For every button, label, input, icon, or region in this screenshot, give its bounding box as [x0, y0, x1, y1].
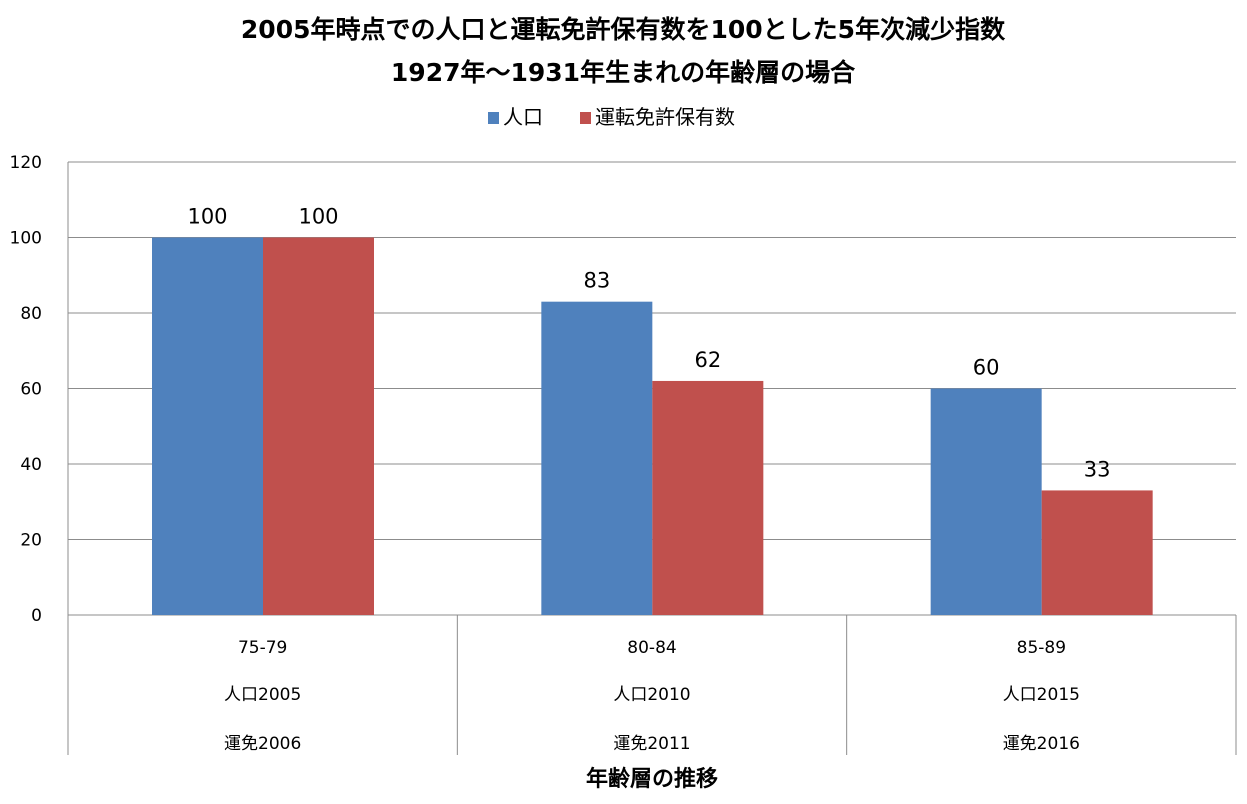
bar-人口	[152, 237, 263, 615]
x-axis-title: 年齢層の推移	[586, 766, 718, 792]
x-tick-label: 運免2016	[1003, 734, 1080, 754]
y-tick-label: 60	[20, 380, 42, 400]
x-tick-label: 運免2011	[613, 734, 690, 754]
data-label: 83	[583, 269, 610, 293]
chart-title-line: 1927年～1931年生まれの年齢層の場合	[391, 58, 856, 87]
y-tick-label: 20	[20, 531, 42, 551]
y-tick-label: 0	[31, 606, 42, 626]
y-tick-label: 100	[10, 229, 42, 249]
y-tick-label: 40	[20, 455, 42, 475]
legend-label: 人口	[503, 105, 543, 129]
x-tick-label: 75-79	[238, 638, 287, 658]
data-label: 62	[694, 348, 721, 372]
chart-title-line: 2005年時点での人口と運転免許保有数を100とした5年次減少指数	[241, 15, 1006, 44]
legend-swatch-icon	[580, 112, 591, 124]
bar-運転免許保有数	[1041, 490, 1153, 615]
bar-人口	[541, 301, 653, 615]
x-tick-label: 人口2010	[613, 685, 690, 705]
data-label: 60	[973, 356, 1000, 380]
x-tick-label: 運免2006	[224, 734, 301, 754]
x-tick-label: 80-84	[627, 638, 676, 658]
bar-運転免許保有数	[263, 237, 374, 615]
y-tick-label: 120	[10, 153, 42, 173]
x-tick-label: 人口2015	[1003, 685, 1080, 705]
legend-swatch-icon	[488, 112, 499, 124]
bar-人口	[930, 388, 1042, 615]
y-tick-label: 80	[20, 304, 42, 324]
data-label: 100	[298, 205, 338, 229]
data-label: 100	[187, 205, 227, 229]
legend-label: 運転免許保有数	[595, 105, 735, 129]
data-label: 33	[1084, 457, 1111, 481]
bar-運転免許保有数	[652, 380, 764, 615]
x-tick-label: 85-89	[1017, 638, 1066, 658]
x-tick-label: 人口2005	[224, 685, 301, 705]
